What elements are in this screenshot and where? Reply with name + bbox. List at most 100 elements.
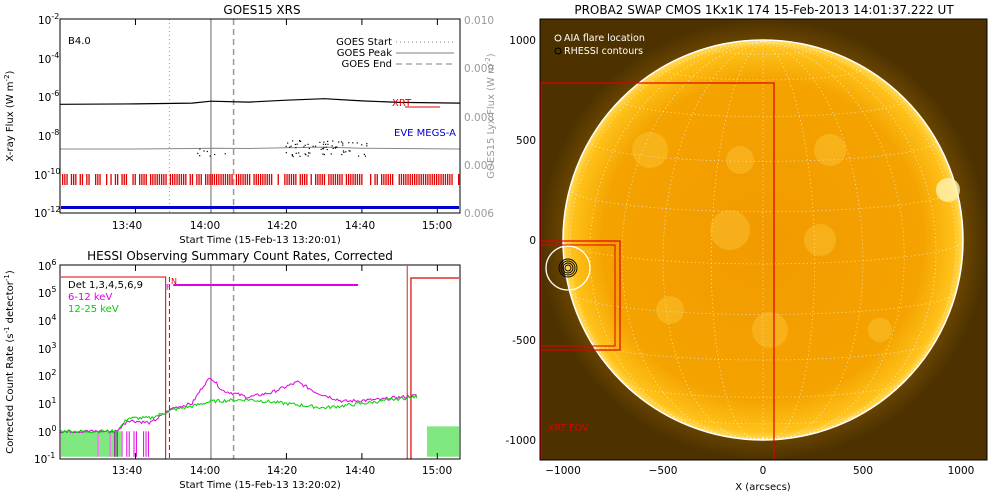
xrt-obs-bar [306, 174, 308, 185]
goes-noise-dot [323, 153, 325, 156]
xrt-obs-bar [227, 174, 229, 185]
xrt-obs-bar [161, 174, 163, 185]
xrt-obs-bar [209, 174, 211, 185]
xrt-obs-bar [381, 174, 383, 185]
goes-legend-start: GOES Start [336, 37, 392, 48]
goes-noise-dot [322, 153, 324, 155]
xrt-obs-bar [345, 174, 348, 185]
goes-noise-dot [298, 140, 301, 142]
bright-region-east [936, 178, 960, 202]
swap-xtick: 1000 [948, 465, 975, 477]
swap-title: PROBA2 SWAP CMOS 1Kx1K 174 15-Feb-2013 1… [574, 3, 954, 17]
xrt-obs-bar [249, 174, 251, 185]
goes-noise-dot [322, 143, 325, 145]
xrt-obs-bar [224, 174, 227, 185]
xrt-obs-bar [389, 174, 392, 185]
xrt-obs-bar [152, 174, 154, 185]
hessi-xtick: 14:00 [190, 465, 220, 477]
goes-yaxis: 10-2 10-4 10-6 10-8 10-10 10-12 [34, 12, 60, 220]
xrt-obs-bar [253, 174, 255, 185]
swap-yaxis: 1000 500 0 -500 -1000 [505, 35, 536, 447]
xrt-obs-bar [392, 174, 394, 185]
xrt-obs-bar [66, 174, 68, 185]
hessi-frame [59, 264, 461, 460]
active-region-patch [726, 146, 754, 174]
goes-y2tick: 0.008 [464, 112, 494, 124]
goes-legend: GOES Start GOES Peak GOES End [336, 37, 454, 70]
xrt-obs-bar [370, 174, 372, 185]
xrt-obs-bar [337, 174, 339, 185]
xrt-obs-bar [414, 174, 416, 185]
xrt-obs-bar [348, 174, 350, 185]
xrt-obs-bar [242, 174, 244, 185]
xrt-obs-bar [220, 174, 222, 185]
active-region-patch [804, 224, 836, 256]
goes-noise-dot [291, 154, 293, 157]
goes-noise-dot [334, 147, 337, 149]
goes-noise-dot [356, 142, 358, 144]
hessi-ylabel: Corrected Count Rate (s-1 detector-1) [3, 270, 16, 454]
swap-xtick: −500 [649, 465, 678, 477]
attenuator-line [61, 276, 167, 459]
goes-noise-dot [320, 148, 322, 151]
goes-series-0 [59, 98, 461, 105]
xrt-obs-bar [268, 174, 271, 185]
xrt-obs-bar [110, 174, 112, 185]
xrt-obs-bar [235, 174, 238, 185]
goes-noise-dot [319, 141, 321, 143]
xrt-obs-bar [334, 174, 337, 185]
goes-noise-dot [307, 143, 309, 145]
xrt-obs-bar [178, 174, 180, 185]
xrt-obs-bar [332, 174, 334, 185]
goes-frame [59, 18, 461, 214]
xrt-obs-bar [383, 174, 385, 185]
xrt-obs-bar [260, 174, 262, 185]
swap-ytick: 1000 [509, 35, 536, 47]
xrt-obs-bar [323, 174, 326, 185]
xrt-obs-bar [295, 174, 297, 185]
xrt-obs-bar [134, 174, 136, 185]
hessi-legend-det: Det 1,3,4,5,6,9 [68, 280, 143, 291]
active-region-patch [632, 132, 668, 168]
hessi-xaxis: 13:40 14:00 14:20 14:40 15:00 [112, 465, 452, 477]
xrt-obs-bar [205, 174, 207, 185]
goes-noise-dot [295, 147, 297, 149]
xrt-obs-bar [70, 174, 73, 185]
hessi-chart: HESSI Observing Summary Count Rates, Cor… [3, 250, 461, 491]
xrt-obs-bar [154, 174, 156, 185]
goes-noise-dot [332, 147, 334, 149]
xrt-obs-bar [174, 174, 176, 185]
xrt-obs-bar [185, 174, 187, 185]
goes-noise-dot [357, 155, 360, 157]
hessi-ytick: 106 [38, 258, 56, 273]
goes-noise-dot [314, 145, 317, 147]
goes-noise-dot [285, 152, 287, 154]
swap-xtick: −1000 [545, 465, 581, 477]
goes-noise-dot [366, 143, 368, 145]
hessi-title: HESSI Observing Summary Count Rates, Cor… [87, 250, 393, 263]
goes-y2tick: 0.009 [464, 63, 494, 75]
goes-noise-dot [332, 140, 334, 142]
goes-noise-dot [341, 153, 343, 156]
goes-xtick: 14:40 [345, 220, 375, 232]
xrt-obs-bar [125, 174, 128, 185]
hessi-flag-n: N [171, 277, 177, 286]
xrt-obs-bar [117, 174, 119, 185]
xrt-obs-bar [447, 174, 449, 185]
xrt-obs-bar [449, 174, 451, 185]
xrt-obs-bar [431, 174, 433, 185]
xrt-obs-bar [200, 174, 202, 185]
goes-noise-dot [290, 145, 292, 147]
hessi-ytick: 101 [38, 396, 56, 411]
goes-annot-eve: EVE MEGS-A [394, 128, 456, 139]
swap-legend: AIA flare location RHESSI contours [554, 33, 645, 57]
goes-noise-dot [289, 146, 291, 148]
xrt-obs-bar [86, 174, 88, 185]
active-region-patch [710, 210, 750, 250]
xrt-obs-bar [425, 174, 427, 185]
xrt-obs-bar [106, 174, 108, 185]
xrt-obs-bar [180, 174, 183, 185]
xrt-obs-bar [299, 174, 301, 185]
goes-noise-dot [331, 145, 333, 147]
goes-ytick: 10-12 [34, 205, 60, 220]
